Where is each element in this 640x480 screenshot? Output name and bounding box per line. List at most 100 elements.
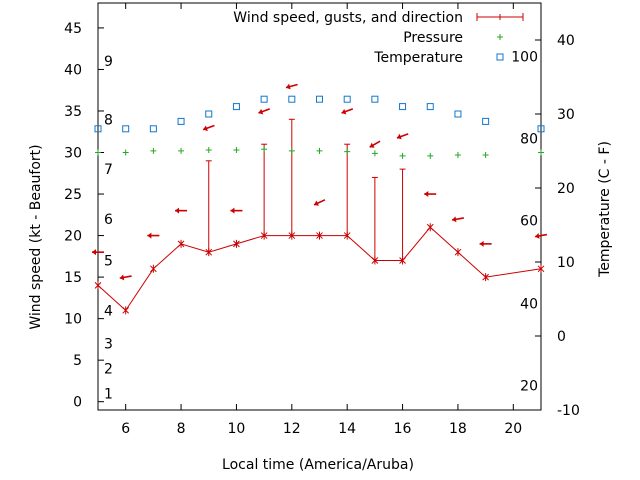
legend: Wind speed, gusts, and direction Pressure… [233,10,524,66]
y-right-tick-label: 0 [557,329,566,345]
wind-direction-arrowhead [479,240,484,247]
wind-speed-point [316,231,323,240]
pressure-point [288,147,295,154]
beaufort-label: 9 [104,54,113,70]
pressure-point [122,149,129,156]
wind-direction-arrowhead [396,133,402,140]
pressure-point [344,148,351,155]
temperature-point [288,95,296,103]
pressure-point [261,146,268,153]
temperature-point [122,125,130,133]
beaufort-label: 5 [104,253,113,269]
pressure-point [95,149,101,156]
x-axis-label: Local time (America/Aruba) [222,457,414,473]
y-left-tick-label: 25 [64,187,82,203]
wind-speed-point [399,256,406,265]
fahrenheit-label: 100 [511,49,538,65]
temperature-point [537,125,545,133]
legend-swatch-pressure [497,34,503,40]
legend-label: Temperature [373,50,463,66]
wind-direction-arrowhead [203,125,208,132]
pressure-point [538,149,544,156]
y-left-tick-label: 20 [64,229,82,245]
plot-frame [97,2,542,411]
wind-direction-arrowhead [175,207,180,214]
pressure-point [205,147,212,154]
y-left-tick-label: 30 [64,146,82,162]
wind-speed-point [233,239,240,248]
x-tick-label: 18 [449,421,467,437]
y-left-tick-label: 35 [64,104,82,120]
beaufort-label: 8 [104,112,113,128]
y-left-tick-label: 0 [73,395,82,411]
fahrenheit-label: 60 [520,214,538,230]
fahrenheit-label: 40 [520,296,538,312]
wind-direction-arrowhead [452,216,457,223]
y-right-tick-label: 40 [557,33,575,49]
wind-speed-point [94,281,102,290]
wind-direction-arrowhead [119,274,125,281]
wind-speed-point [205,248,213,257]
beaufort-label: 7 [104,162,113,178]
y-left-tick-label: 40 [64,62,82,78]
temperature-point [205,110,213,118]
wind-direction-arrowhead [341,108,347,115]
wind-direction-arrowhead [535,232,540,239]
y-right-tick-label: -10 [557,403,580,419]
wind-speed-point [537,264,545,273]
wind-speed-point [122,306,130,315]
temperature-point [260,95,268,103]
wind-speed-point [260,231,268,240]
y-left-tick-label: 10 [64,312,82,328]
wind-direction-arrowhead [424,191,429,198]
x-tick-label: 16 [394,421,412,437]
legend-label: Wind speed, gusts, and direction [233,10,463,26]
wind-direction-arrowhead [314,200,319,206]
x-tick-label: 12 [283,421,301,437]
pressure-point [399,152,406,159]
legend-swatch-temperature [496,53,504,61]
wind-direction-arrowhead [92,249,96,256]
fahrenheit-label: 80 [520,131,538,147]
wind-speed-point [426,223,434,232]
pressure-point [150,147,157,154]
beaufort-label: 2 [104,361,113,377]
y-right-tick-label: 20 [557,181,575,197]
wind-speed-point [371,256,379,265]
temperature-point [149,125,157,133]
x-tick-label: 20 [504,421,522,437]
y-left-tick-label: 45 [64,21,82,37]
beaufort-label: 3 [104,337,113,353]
temperature-point [482,117,490,125]
wind-speed-point [288,231,296,240]
pressure-point [371,150,378,157]
x-tick-label: 6 [121,421,130,437]
legend-label: Pressure [403,30,463,46]
beaufort-label: 6 [104,212,113,228]
wind-speed-point [482,273,489,282]
wind-direction-arrowhead [369,142,375,148]
wind-speed-point [177,239,185,248]
wind-direction-arrowhead [286,83,291,90]
y-left-tick-label: 5 [73,353,82,369]
pressure-point [233,147,240,154]
beaufort-label: 1 [104,386,113,402]
temperature-point [94,125,102,133]
x-tick-label: 10 [228,421,246,437]
temperature-point [316,95,323,103]
wind-speed-point [343,231,351,240]
pressure-point [454,152,461,159]
temperature-point [426,103,434,111]
temperature-point [232,103,240,111]
y-axis-left-label: Wind speed (kt - Beaufort) [28,144,44,329]
temperature-point [343,95,351,103]
wind-speed-point [150,264,157,273]
y-axis-right-label: Temperature (C - F) [597,141,613,278]
fahrenheit-label: 20 [520,379,538,395]
beaufort-label: 4 [104,303,113,319]
axes-layer: 6 8 10 12 14 16 18 20051015202530354045-1001020… [64,2,580,437]
y-left-tick-label: 15 [64,270,82,286]
marks-layer [92,83,548,315]
temperature-point [371,95,379,103]
